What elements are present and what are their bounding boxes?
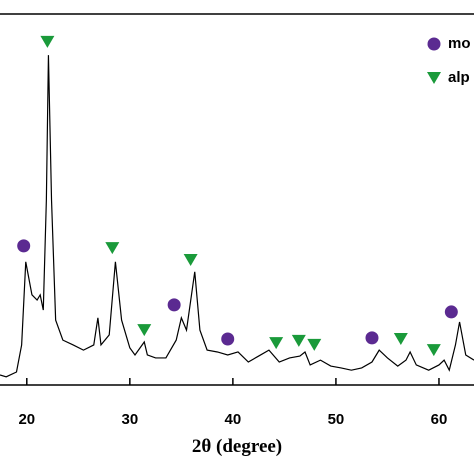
peak-marker <box>269 337 284 350</box>
peak-marker <box>167 298 181 312</box>
x-tick-label: 40 <box>225 411 242 428</box>
x-tick-label: 50 <box>328 411 345 428</box>
peak-marker <box>17 239 31 253</box>
peak-marker <box>426 344 441 357</box>
legend-label: alp <box>448 69 470 86</box>
x-axis-title: 2θ (degree) <box>192 436 282 457</box>
peak-marker <box>40 35 55 48</box>
xrd-pattern <box>0 55 474 378</box>
peak-marker <box>444 305 458 319</box>
legend-label: mo <box>448 35 471 52</box>
peak-marker <box>137 324 152 337</box>
peak-marker <box>365 331 379 345</box>
legend-symbol <box>427 37 441 51</box>
x-tick-label: 60 <box>431 411 448 428</box>
legend-symbol <box>427 72 441 84</box>
peak-marker <box>291 334 306 347</box>
peak-marker <box>183 253 198 266</box>
x-tick-label: 30 <box>121 411 138 428</box>
peak-marker <box>393 332 408 345</box>
peak-marker <box>105 242 120 255</box>
peak-marker <box>307 338 322 351</box>
peak-marker <box>221 332 235 346</box>
x-tick-label: 20 <box>18 411 35 428</box>
